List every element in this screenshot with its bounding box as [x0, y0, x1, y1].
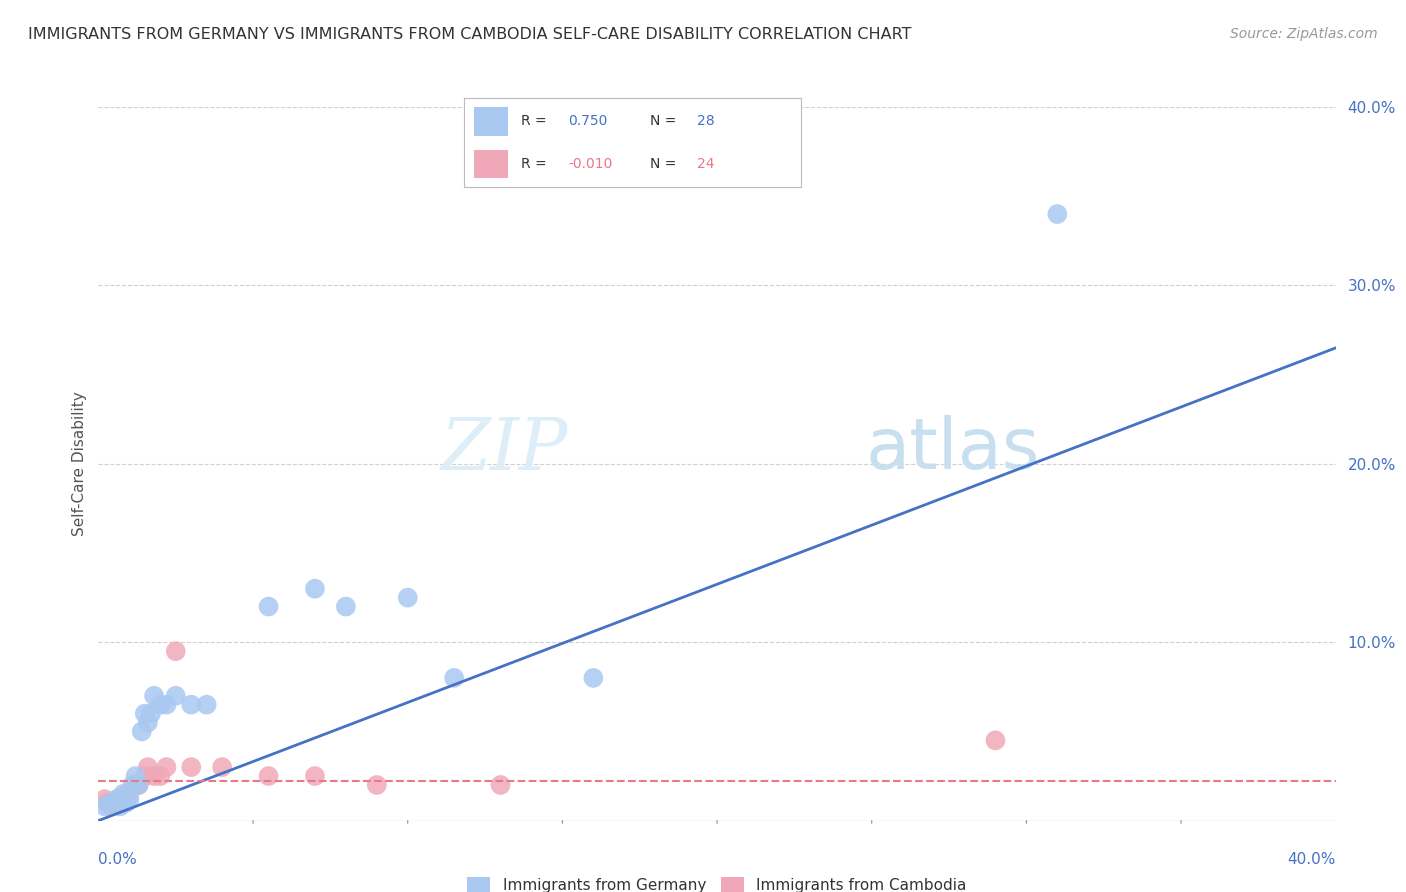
- Y-axis label: Self-Care Disability: Self-Care Disability: [72, 392, 87, 536]
- Point: [118, 792, 141, 806]
- Point: [195, 698, 218, 712]
- Point: [136, 760, 159, 774]
- Point: [134, 769, 156, 783]
- Point: [155, 698, 177, 712]
- Point: [108, 796, 131, 810]
- Point: [155, 760, 177, 774]
- Text: 24: 24: [697, 157, 714, 171]
- Point: [100, 796, 122, 810]
- Point: [257, 599, 280, 614]
- Point: [112, 787, 135, 801]
- Point: [131, 724, 153, 739]
- Text: 40.0%: 40.0%: [1288, 852, 1336, 867]
- Text: IMMIGRANTS FROM GERMANY VS IMMIGRANTS FROM CAMBODIA SELF-CARE DISABILITY CORRELA: IMMIGRANTS FROM GERMANY VS IMMIGRANTS FR…: [28, 27, 911, 42]
- Text: 0.750: 0.750: [568, 114, 607, 128]
- Point: [128, 778, 150, 792]
- Point: [257, 769, 280, 783]
- Text: atlas: atlas: [866, 415, 1040, 484]
- Point: [984, 733, 1007, 747]
- Point: [103, 796, 125, 810]
- Text: R =: R =: [522, 114, 547, 128]
- Point: [124, 778, 146, 792]
- Point: [335, 599, 357, 614]
- Point: [115, 787, 138, 801]
- Point: [139, 706, 162, 721]
- Text: 28: 28: [697, 114, 714, 128]
- Point: [97, 796, 120, 810]
- Point: [165, 644, 187, 658]
- Text: R =: R =: [522, 157, 547, 171]
- Point: [582, 671, 605, 685]
- Point: [304, 582, 326, 596]
- Point: [211, 760, 233, 774]
- Point: [396, 591, 419, 605]
- Point: [443, 671, 465, 685]
- Point: [108, 799, 131, 814]
- Point: [143, 769, 166, 783]
- Point: [93, 792, 115, 806]
- Point: [149, 769, 172, 783]
- Point: [103, 796, 125, 810]
- Point: [1046, 207, 1069, 221]
- Point: [100, 799, 122, 814]
- Point: [149, 698, 172, 712]
- Text: Source: ZipAtlas.com: Source: ZipAtlas.com: [1230, 27, 1378, 41]
- Text: N =: N =: [650, 114, 676, 128]
- Point: [93, 799, 115, 814]
- Point: [105, 792, 128, 806]
- Point: [128, 778, 150, 792]
- Point: [489, 778, 512, 792]
- Point: [366, 778, 388, 792]
- Text: -0.010: -0.010: [568, 157, 613, 171]
- Point: [124, 769, 146, 783]
- Bar: [474, 150, 508, 178]
- Bar: [474, 107, 508, 136]
- Text: N =: N =: [650, 157, 676, 171]
- Point: [134, 706, 156, 721]
- Point: [121, 778, 143, 792]
- Point: [304, 769, 326, 783]
- Point: [136, 715, 159, 730]
- Text: ZIP: ZIP: [441, 414, 568, 485]
- Point: [105, 792, 128, 806]
- Text: 0.0%: 0.0%: [98, 852, 138, 867]
- Legend: Immigrants from Germany, Immigrants from Cambodia: Immigrants from Germany, Immigrants from…: [461, 871, 973, 892]
- Point: [180, 698, 202, 712]
- Point: [143, 689, 166, 703]
- Point: [112, 792, 135, 806]
- Point: [118, 787, 141, 801]
- Point: [180, 760, 202, 774]
- Point: [115, 796, 138, 810]
- Point: [165, 689, 187, 703]
